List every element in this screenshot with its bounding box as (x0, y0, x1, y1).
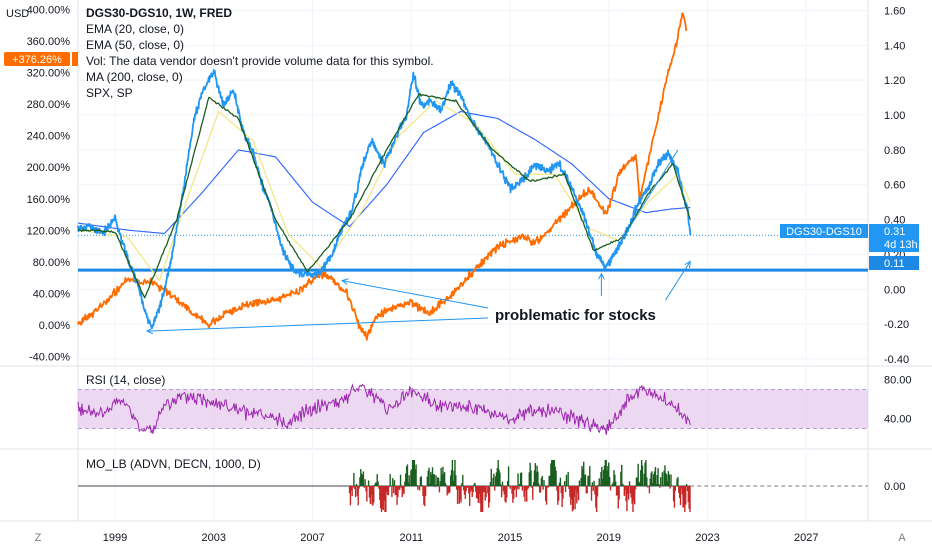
indicator-ma200[interactable]: MA (200, close, 0) (86, 70, 183, 84)
left-axis-tick[interactable]: 160.00% (27, 194, 71, 206)
currency-label[interactable]: USD (6, 8, 29, 20)
indicator-ema50[interactable]: EMA (50, close, 0) (86, 38, 184, 52)
rsi-series-line[interactable] (77, 383, 691, 435)
ma200-series-line[interactable] (77, 110, 691, 235)
chart-title[interactable]: DGS30-DGS10, 1W, FRED (86, 6, 232, 20)
indicator-spx[interactable]: SPX, SP (86, 86, 133, 100)
right-axis-tick[interactable]: 0.40 (884, 215, 905, 227)
rsi-pane-label[interactable]: RSI (14, close) (86, 373, 165, 387)
left-axis-tick[interactable]: 80.00% (33, 257, 71, 269)
left-axis-tick[interactable]: 320.00% (27, 68, 71, 80)
right-axis-tick[interactable]: 0.80 (884, 145, 905, 157)
annotation-layer: problematic for stocks (147, 149, 691, 331)
rsi-band (78, 388, 868, 429)
right-axis-tick[interactable]: 1.40 (884, 40, 905, 52)
mo-axis-tick[interactable]: 0.00 (884, 481, 905, 493)
ema20-series-line[interactable] (78, 93, 691, 299)
rsi-band-fill (78, 389, 868, 429)
annotation-arrow[interactable] (147, 317, 489, 331)
mo-layer (78, 460, 868, 512)
auto-scale-button[interactable]: A (898, 532, 906, 544)
time-axis-tick[interactable]: 2027 (794, 532, 818, 544)
spx-series-line[interactable] (77, 12, 688, 341)
trend-line[interactable] (603, 149, 679, 269)
rsi-layer (77, 383, 691, 435)
time-axis-tick[interactable]: 2019 (597, 532, 621, 544)
right-axis-tick[interactable]: 0.60 (884, 180, 905, 192)
hline-price-value: 0.11 (884, 258, 905, 270)
current-price-value: 0.31 (884, 226, 905, 238)
time-axis-tick[interactable]: 1999 (103, 532, 127, 544)
annotation-text[interactable]: problematic for stocks (495, 307, 656, 324)
spx-badge-tail (72, 52, 78, 66)
right-axis-tick[interactable]: 0.00 (884, 284, 905, 296)
left-axis-tick[interactable]: 120.00% (27, 225, 71, 237)
left-axis-tick[interactable]: 360.00% (27, 36, 71, 48)
series-layer (77, 12, 868, 341)
current-price-label (869, 224, 919, 252)
symbol-price-label (780, 224, 868, 238)
right-axis-tick[interactable]: 1.00 (884, 110, 905, 122)
left-axis-tick[interactable]: 400.00% (27, 4, 71, 16)
spx-badge (4, 52, 70, 66)
hline-price-label (869, 256, 919, 270)
left-axis-tick[interactable]: 40.00% (33, 288, 71, 300)
left-axis-tick[interactable]: 280.00% (27, 99, 71, 111)
indicator-volume[interactable]: Vol: The data vendor doesn't provide vol… (86, 54, 434, 68)
right-axis-tick[interactable]: -0.20 (884, 319, 909, 331)
annotation-arrow[interactable] (665, 261, 691, 301)
rsi-axis-tick[interactable]: 40.00 (884, 414, 912, 426)
zoom-button[interactable]: Z (35, 532, 42, 544)
spx-badge-text: +376.26% (12, 54, 62, 66)
time-axis-tick[interactable]: 2023 (695, 532, 719, 544)
annotation-arrow[interactable] (342, 281, 489, 309)
left-axis-tick[interactable]: -40.00% (29, 352, 70, 364)
left-axis-tick[interactable]: 0.00% (39, 320, 70, 332)
time-axis-tick[interactable]: 2003 (202, 532, 226, 544)
time-axis-tick[interactable]: 2011 (399, 532, 423, 544)
indicator-ema20[interactable]: EMA (20, close, 0) (86, 22, 184, 36)
time-axis-tick[interactable]: 2007 (300, 532, 324, 544)
bar-countdown: 4d 13h (884, 239, 918, 251)
left-axis-tick[interactable]: 200.00% (27, 162, 71, 174)
right-axis-tick[interactable]: 1.20 (884, 75, 905, 87)
right-axis-tick[interactable]: 1.60 (884, 5, 905, 17)
axis-ticks[interactable]: 1.601.401.201.000.800.600.400.200.00-0.2… (27, 4, 912, 544)
left-axis-tick[interactable]: 240.00% (27, 131, 71, 143)
rsi-axis-tick[interactable]: 80.00 (884, 375, 912, 387)
time-axis-tick[interactable]: 2015 (498, 532, 522, 544)
right-axis-tick[interactable]: -0.40 (884, 354, 909, 366)
symbol-name-label: DGS30-DGS10 (786, 226, 862, 238)
mo-pane-label[interactable]: MO_LB (ADVN, DECN, 1000, D) (86, 457, 261, 471)
